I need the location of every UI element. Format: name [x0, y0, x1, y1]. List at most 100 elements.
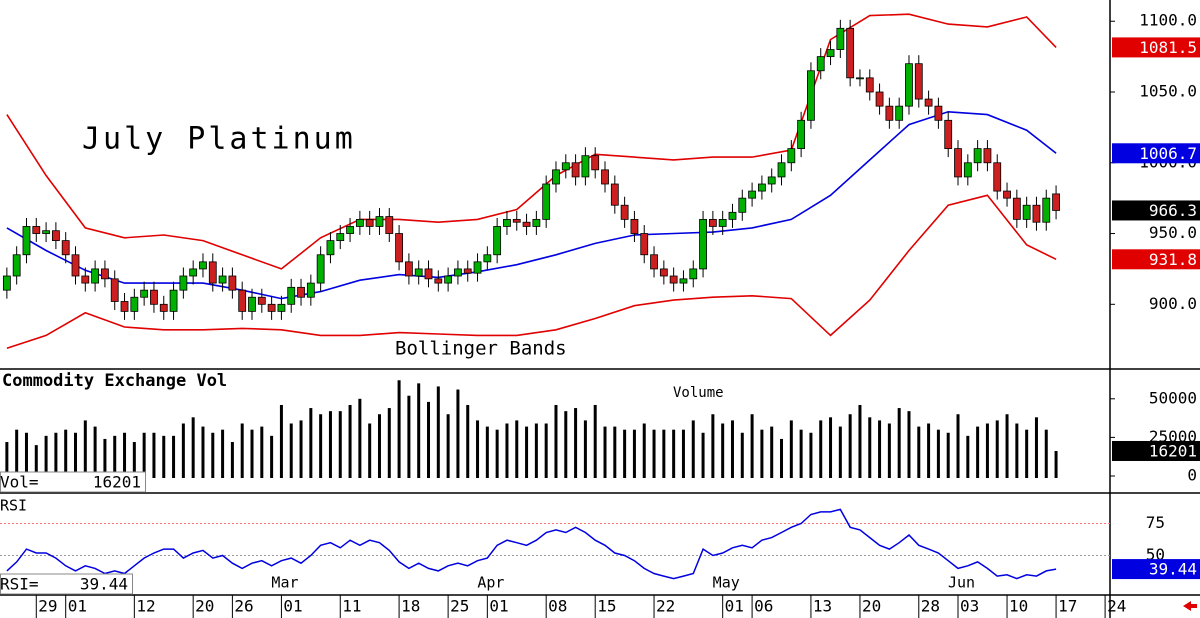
volume-bar [505, 423, 509, 478]
candle-body [875, 91, 884, 107]
candle-body [463, 268, 472, 274]
candle-body [32, 226, 41, 234]
candle-body [738, 197, 747, 213]
volume-bar [838, 426, 842, 478]
volume-bar [83, 420, 87, 478]
candle-body [610, 183, 619, 206]
volume-bar [260, 426, 264, 478]
candle-body [856, 77, 864, 80]
x-tick-label: 28 [921, 597, 940, 616]
volume-bar [789, 420, 793, 478]
candle-body [306, 282, 315, 298]
candle-body [277, 303, 286, 312]
value-legend-label: RSI= [0, 575, 39, 594]
candle-body [512, 218, 521, 223]
volume-bar [123, 432, 127, 478]
x-tick-label: 29 [38, 597, 57, 616]
candle-body [316, 254, 325, 284]
last-value-box-text: 1081.5 [1139, 38, 1197, 57]
volume-bar [1034, 417, 1038, 478]
volume-bar [858, 404, 862, 478]
candle-body [414, 268, 423, 277]
volume-bar [397, 380, 401, 478]
volume-bar [93, 426, 97, 478]
volume-bar [681, 429, 685, 478]
volume-bar [799, 429, 803, 478]
scroll-arrow[interactable] [1183, 601, 1197, 611]
volume-bar [358, 398, 362, 478]
candle-body [571, 162, 580, 178]
candle-body [130, 296, 139, 312]
volume-bar [1044, 429, 1048, 478]
value-legend-value: 16201 [93, 473, 141, 492]
candle-body [424, 268, 433, 280]
volume-bar [780, 438, 784, 478]
volume-bar [525, 426, 529, 478]
candle-body [748, 190, 756, 199]
volume-bar [74, 432, 78, 478]
volume-bar [574, 408, 578, 478]
candle-body [473, 261, 482, 274]
volume-bar [436, 386, 440, 478]
last-value-box [1112, 440, 1200, 461]
volume-bar [44, 435, 48, 478]
volume-bar [662, 429, 666, 478]
volume-bar [907, 411, 911, 478]
volume-bar [642, 423, 646, 478]
candle-body [140, 289, 149, 298]
candle-body [110, 278, 119, 302]
x-tick-label: 11 [342, 597, 361, 616]
candle-body [434, 278, 443, 284]
candle-body [659, 268, 668, 277]
volume-bar [985, 423, 989, 478]
volume-bar [583, 420, 587, 478]
candle-body [630, 218, 639, 234]
candle-body [846, 27, 855, 79]
volume-bar [427, 401, 431, 478]
candle-body [1003, 190, 1011, 199]
volume-bar [328, 411, 332, 478]
volume-bar [534, 423, 538, 478]
candle-body [169, 289, 178, 312]
volume-bar [966, 435, 970, 478]
panel-title: Commodity Exchange Vol [2, 371, 227, 391]
y-tick-label: 50000 [1149, 388, 1197, 407]
volume-bar [976, 426, 980, 478]
candle-body [228, 275, 237, 291]
volume-bar [466, 404, 470, 478]
x-tick-label: 17 [1058, 597, 1077, 616]
volume-bar [956, 414, 960, 478]
volume-bar [632, 429, 636, 478]
volume-bar [289, 423, 293, 478]
volume-bar [554, 404, 558, 478]
volume-bar [652, 429, 656, 478]
candle-body [61, 240, 70, 256]
volume-bar [446, 414, 450, 478]
candle-body [816, 56, 825, 72]
volume-bar [34, 445, 38, 478]
month-label: Apr [477, 574, 504, 592]
candle-body [81, 275, 90, 284]
volume-bar [760, 429, 764, 478]
candle-body [267, 303, 276, 312]
candle-body [1022, 204, 1031, 220]
value-legend-box [0, 471, 146, 493]
y-tick-label: 75 [1146, 513, 1165, 532]
candle-body [532, 218, 541, 227]
candle-body [963, 162, 972, 178]
candle-body [365, 218, 374, 227]
candle-body [326, 240, 335, 256]
candle-body [934, 105, 943, 121]
last-value-box-text: 931.8 [1149, 250, 1197, 269]
candle-body [865, 77, 874, 93]
candle-body [1012, 197, 1021, 220]
volume-bar [829, 417, 833, 478]
candle-body [208, 261, 217, 284]
x-tick-label: 01 [68, 597, 87, 616]
value-legend-value: 39.44 [80, 575, 128, 594]
y-tick-label: 900.0 [1149, 294, 1197, 313]
volume-bar [672, 429, 676, 478]
month-label: Mar [271, 574, 298, 592]
volume-bar [387, 408, 391, 478]
